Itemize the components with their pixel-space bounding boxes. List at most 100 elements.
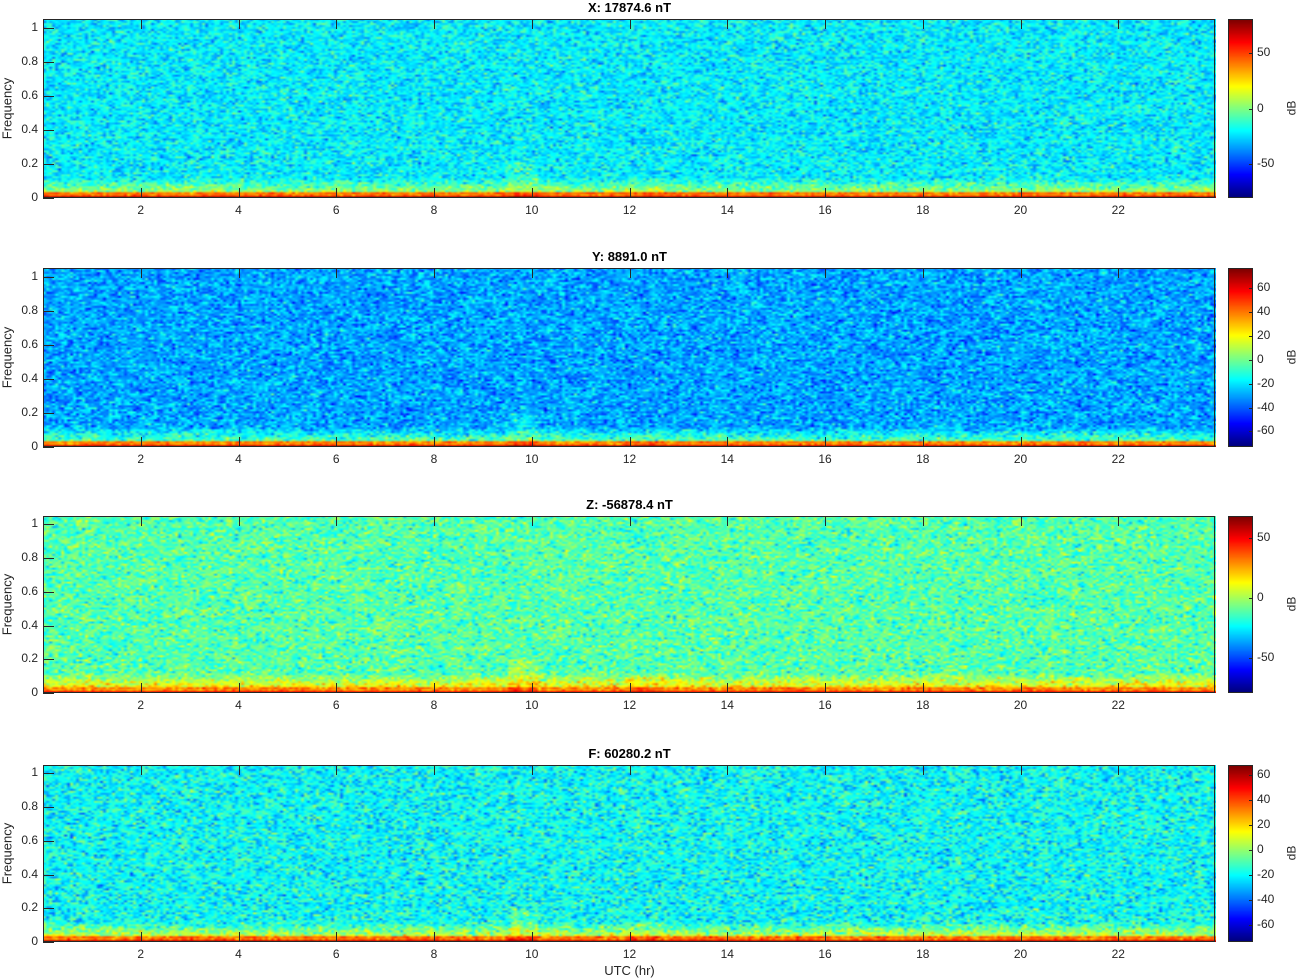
colorbar-tick-label: 0 (1257, 352, 1264, 366)
x-tick (336, 932, 337, 942)
x-tick-label: 10 (520, 452, 544, 466)
y-tick-label: 0.8 (0, 303, 38, 317)
colorbar-tick-label: 60 (1257, 767, 1270, 781)
x-tick (532, 437, 533, 447)
colorbar-tick (1249, 360, 1253, 361)
x-tick-label: 16 (813, 203, 837, 217)
x-tick (239, 516, 240, 526)
x-tick (630, 765, 631, 775)
x-tick-label: 6 (324, 203, 348, 217)
spectrogram-heatmap (43, 516, 1216, 693)
x-tick (141, 765, 142, 775)
colorbar (1228, 765, 1253, 942)
colorbar-tick (1249, 384, 1253, 385)
x-tick (336, 516, 337, 526)
x-tick-label: 12 (618, 947, 642, 961)
x-tick-label: 20 (1009, 698, 1033, 712)
colorbar-tick (1249, 800, 1253, 801)
colorbar-tick-label: -60 (1257, 917, 1274, 931)
x-tick (434, 188, 435, 198)
y-tick-label: 0.8 (0, 799, 38, 813)
x-tick (434, 765, 435, 775)
x-tick (239, 19, 240, 29)
x-tick (1118, 188, 1119, 198)
x-tick-label: 20 (1009, 947, 1033, 961)
x-tick-label: 4 (227, 203, 251, 217)
colorbar-tick (1249, 164, 1253, 165)
colorbar-tick-label: 20 (1257, 817, 1270, 831)
x-tick-label: 20 (1009, 452, 1033, 466)
y-tick-label: 1 (0, 516, 38, 530)
x-tick (1118, 765, 1119, 775)
colorbar-label: dB (1284, 100, 1297, 115)
y-axis-label: Frequency (0, 818, 15, 888)
x-tick (727, 765, 728, 775)
x-tick-label: 8 (422, 698, 446, 712)
colorbar-tick (1249, 850, 1253, 851)
x-tick (1118, 19, 1119, 29)
x-tick (923, 765, 924, 775)
x-tick-label: 22 (1106, 698, 1130, 712)
x-tick-label: 18 (911, 947, 935, 961)
colorbar-tick (1249, 53, 1253, 54)
x-tick-label: 2 (129, 698, 153, 712)
x-tick (1021, 437, 1022, 447)
x-tick (239, 437, 240, 447)
colorbar-tick-label: 60 (1257, 280, 1270, 294)
colorbar-tick-label: -60 (1257, 423, 1274, 437)
x-tick-label: 4 (227, 947, 251, 961)
x-tick-label: 14 (715, 947, 739, 961)
spectrogram-heatmap (43, 19, 1216, 198)
y-tick (43, 659, 54, 660)
x-tick-label: 2 (129, 203, 153, 217)
colorbar-tick (1249, 336, 1253, 337)
y-tick (43, 558, 54, 559)
colorbar-label: dB (1284, 845, 1297, 860)
colorbar-tick-label: -50 (1257, 156, 1274, 170)
x-tick (1021, 19, 1022, 29)
x-tick (1021, 188, 1022, 198)
colorbar-label: dB (1284, 596, 1297, 611)
y-axis-label: Frequency (0, 322, 15, 392)
x-tick (336, 188, 337, 198)
colorbar-tick-label: 40 (1257, 304, 1270, 318)
x-tick (336, 19, 337, 29)
x-tick (923, 683, 924, 693)
x-tick (1118, 268, 1119, 278)
x-tick-label: 12 (618, 698, 642, 712)
panel-title: X: 17874.6 nT (43, 0, 1216, 15)
x-tick-label: 14 (715, 203, 739, 217)
x-tick-label: 14 (715, 452, 739, 466)
y-tick (43, 447, 54, 448)
y-tick-label: 1 (0, 20, 38, 34)
y-tick (43, 524, 54, 525)
x-tick (532, 683, 533, 693)
y-tick (43, 875, 54, 876)
x-tick-label: 22 (1106, 947, 1130, 961)
y-tick (43, 379, 54, 380)
x-tick (239, 683, 240, 693)
x-tick (923, 437, 924, 447)
x-tick (630, 268, 631, 278)
x-tick (727, 437, 728, 447)
colorbar-tick-label: -20 (1257, 867, 1274, 881)
x-tick-label: 6 (324, 698, 348, 712)
y-tick (43, 908, 54, 909)
y-tick (43, 626, 54, 627)
x-tick (923, 268, 924, 278)
x-tick (825, 932, 826, 942)
x-tick (336, 268, 337, 278)
x-tick (923, 188, 924, 198)
x-tick (825, 683, 826, 693)
x-tick-label: 18 (911, 203, 935, 217)
colorbar-tick (1249, 825, 1253, 826)
x-tick-label: 4 (227, 698, 251, 712)
x-tick (630, 437, 631, 447)
x-tick (923, 516, 924, 526)
x-tick (825, 268, 826, 278)
x-tick-label: 18 (911, 698, 935, 712)
x-tick (239, 188, 240, 198)
panel-title: Z: -56878.4 nT (43, 497, 1216, 512)
x-tick (825, 19, 826, 29)
x-tick (825, 437, 826, 447)
